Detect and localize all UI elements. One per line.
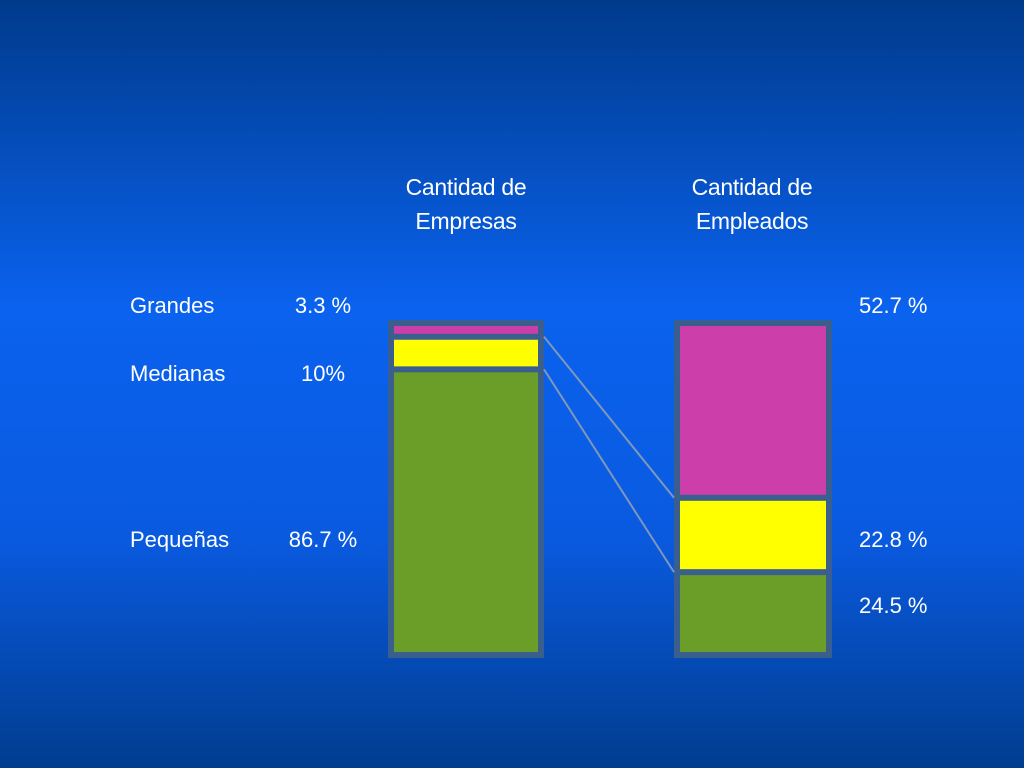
empresas-title-line2: Empresas — [415, 208, 517, 234]
value-empleados-medianas: 22.8 % — [859, 527, 928, 552]
connector-line-top — [543, 336, 675, 499]
row-label-pequenas: Pequeñas — [130, 527, 230, 552]
connector-line-bottom — [543, 368, 675, 573]
value-empresas-medianas: 10% — [300, 361, 346, 386]
value-empleados-grandes: 52.7 % — [859, 293, 928, 318]
value-empresas-pequenas: 86.7 % — [288, 527, 358, 552]
row-label-grandes: Grandes — [130, 293, 215, 318]
bar-segment-medianas-0 — [394, 339, 538, 367]
value-empresas-grandes: 3.3 % — [294, 293, 352, 318]
empleados-title-line2: Empleados — [695, 208, 809, 234]
bar-segment-medianas-1 — [680, 500, 826, 570]
bar-segment-grandes-1 — [680, 326, 826, 495]
bar-segment-pequenas-0 — [394, 372, 538, 652]
bar-segment-grandes-0 — [394, 326, 538, 334]
empresas-column-title: Cantidad de Empresas — [356, 170, 576, 238]
empleados-column-title: Cantidad de Empleados — [642, 170, 862, 238]
empresas-title-line1: Cantidad de — [405, 174, 527, 200]
row-label-medianas: Medianas — [130, 361, 226, 386]
bar-segment-pequenas-1 — [680, 575, 826, 652]
value-empleados-pequenas: 24.5 % — [859, 593, 928, 618]
empleados-title-line1: Cantidad de — [691, 174, 813, 200]
